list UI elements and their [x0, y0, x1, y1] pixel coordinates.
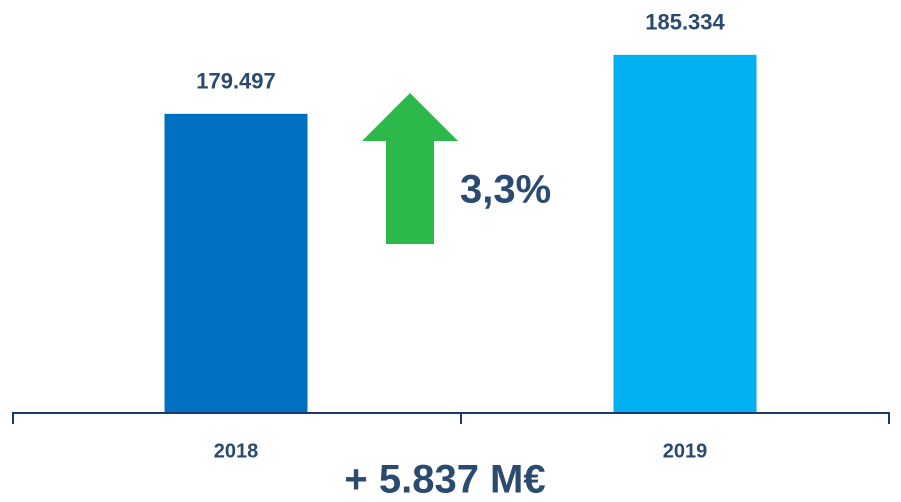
x-tick-label: 2018 — [214, 440, 259, 462]
up-arrow — [362, 93, 458, 244]
value-label: 179.497 — [196, 69, 276, 94]
x-tick-label: 2019 — [663, 440, 708, 462]
value-label: 185.334 — [645, 10, 725, 35]
percent-change: 3,3% — [460, 168, 551, 212]
absolute-change: + 5.837 M€ — [344, 458, 545, 502]
bar — [164, 113, 308, 413]
bar — [613, 54, 757, 412]
